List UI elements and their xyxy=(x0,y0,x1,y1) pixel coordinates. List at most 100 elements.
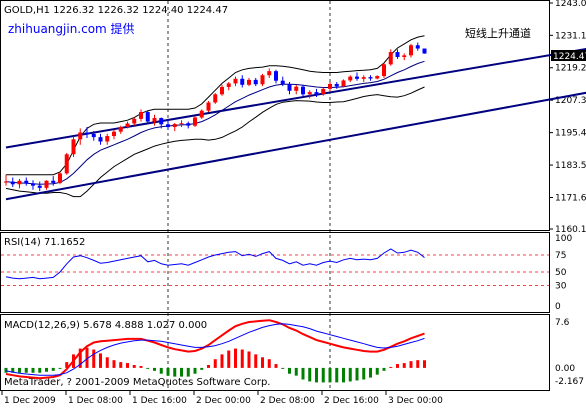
candle-body xyxy=(179,123,184,125)
candle-body xyxy=(260,75,265,85)
candle-body xyxy=(402,55,407,57)
candle-body xyxy=(58,173,62,183)
candle-body xyxy=(125,123,130,128)
candle-body xyxy=(172,124,177,128)
candle-body xyxy=(220,86,224,95)
candle-body xyxy=(274,71,278,81)
macd-tick-label: -2.167 xyxy=(555,377,584,387)
candle-body xyxy=(44,180,49,188)
candle-body xyxy=(51,180,56,183)
price-tick-label: 1243.00 xyxy=(555,0,586,9)
candle-body xyxy=(287,83,292,91)
price-tick-label: 1231.15 xyxy=(555,31,586,41)
macd-signal-line xyxy=(5,323,425,376)
candle-body xyxy=(139,112,143,119)
candle-body xyxy=(415,45,420,49)
rsi-label: RSI(14) 71.1652 xyxy=(4,237,85,248)
candle-body xyxy=(301,86,305,95)
watermark: zhihuangjin.com 提供 xyxy=(8,21,135,36)
candle-body xyxy=(341,80,346,87)
candle-body xyxy=(152,118,157,122)
candle-body xyxy=(132,118,137,124)
candle-body xyxy=(395,52,400,57)
moving-average-line xyxy=(5,60,425,185)
rsi-tick-label: 30 xyxy=(555,282,567,292)
bollinger-upper-line xyxy=(6,35,425,176)
candle-body xyxy=(37,185,42,188)
macd-tick-label: 0.00 xyxy=(555,364,575,374)
rsi-tick-label: 0 xyxy=(555,302,561,312)
rsi-line xyxy=(5,248,425,280)
candle-body xyxy=(199,110,204,118)
candle-body xyxy=(159,118,164,125)
candle-body xyxy=(85,132,89,134)
candle-body xyxy=(64,154,69,174)
candle-body xyxy=(193,117,197,126)
candle-body xyxy=(422,48,427,54)
price-tick-label: 1207.35 xyxy=(555,96,586,106)
candle-body xyxy=(382,64,386,77)
ohlc-label: GOLD,H1 1226.32 1226.32 1224.40 1224.47 xyxy=(4,5,228,16)
price-tick-label: 1171.65 xyxy=(555,194,586,204)
price-tick-label: 1195.45 xyxy=(555,129,586,139)
channel-lower-line xyxy=(5,91,586,201)
candle-body xyxy=(307,92,312,95)
candle-body xyxy=(409,45,413,56)
candle-body xyxy=(71,139,76,155)
candle-body xyxy=(355,76,359,79)
candle-body xyxy=(321,88,326,95)
x-tick-label: 3 Dec 00:00 xyxy=(388,396,443,406)
candle-body xyxy=(334,83,339,87)
rsi-tick-label: 100 xyxy=(555,234,572,244)
x-tick-label: 1 Dec 08:00 xyxy=(68,396,123,406)
candle-body xyxy=(388,52,393,65)
price-tick-label: 1183.55 xyxy=(555,161,586,171)
candle-body xyxy=(247,79,251,85)
rsi-tick-label: 50 xyxy=(555,268,567,278)
price-tick-label: 1160.10 xyxy=(555,225,586,235)
current-price-box xyxy=(551,50,586,61)
candle-body xyxy=(112,131,116,137)
macd-plot xyxy=(4,319,426,383)
candle-body xyxy=(91,133,96,138)
macd-label: MACD(12,26,9) 5.678 4.888 1.027 0.000 xyxy=(4,320,207,331)
candle-body xyxy=(280,80,285,84)
candle-body xyxy=(253,79,258,85)
x-tick-label: 2 Dec 08:00 xyxy=(260,396,315,406)
candle-body xyxy=(361,77,366,79)
y-tick-labels: 1243.00 1231.15 1219.25 1207.35 1195.45 1183.… xyxy=(550,0,586,387)
candle-body xyxy=(348,76,353,81)
bollinger-bands xyxy=(5,35,425,198)
current-price-value: 1224.47 xyxy=(553,52,586,62)
candle-body xyxy=(233,78,238,84)
candle-body xyxy=(31,183,35,186)
candle-body xyxy=(267,71,272,76)
copyright-label: MetaTrader, ? 2001-2009 MetaQuotes Softw… xyxy=(4,377,270,388)
candles xyxy=(4,42,427,192)
candle-body xyxy=(213,94,218,103)
price-tick-label: 1219.25 xyxy=(555,64,586,74)
candle-body xyxy=(145,112,150,122)
channel-annotation: 短线上升通道 xyxy=(465,26,531,40)
candle-body xyxy=(294,86,299,91)
candle-body xyxy=(206,102,211,111)
x-tick-label: 2 Dec 00:00 xyxy=(196,396,251,406)
candle-body xyxy=(240,78,245,85)
candle-body xyxy=(98,137,103,142)
candle-body xyxy=(118,127,123,132)
x-tick-labels: 1 Dec 2009 1 Dec 08:00 1 Dec 16:00 2 Dec 00… xyxy=(1,391,443,406)
candle-body xyxy=(328,83,332,89)
candle-body xyxy=(166,124,170,128)
macd-tick-label: 7.6 xyxy=(555,318,570,328)
x-tick-label: 1 Dec 2009 xyxy=(4,396,56,406)
current-price-tag: 1224.47 xyxy=(551,50,586,62)
macd-panel-frame xyxy=(0,314,550,391)
rsi-panel-frame xyxy=(0,232,550,313)
bollinger-lower-line xyxy=(5,86,425,198)
candle-body xyxy=(226,83,231,87)
candle-body xyxy=(24,180,29,184)
candle-body xyxy=(10,181,15,185)
rsi-tick-label: 75 xyxy=(555,251,566,261)
